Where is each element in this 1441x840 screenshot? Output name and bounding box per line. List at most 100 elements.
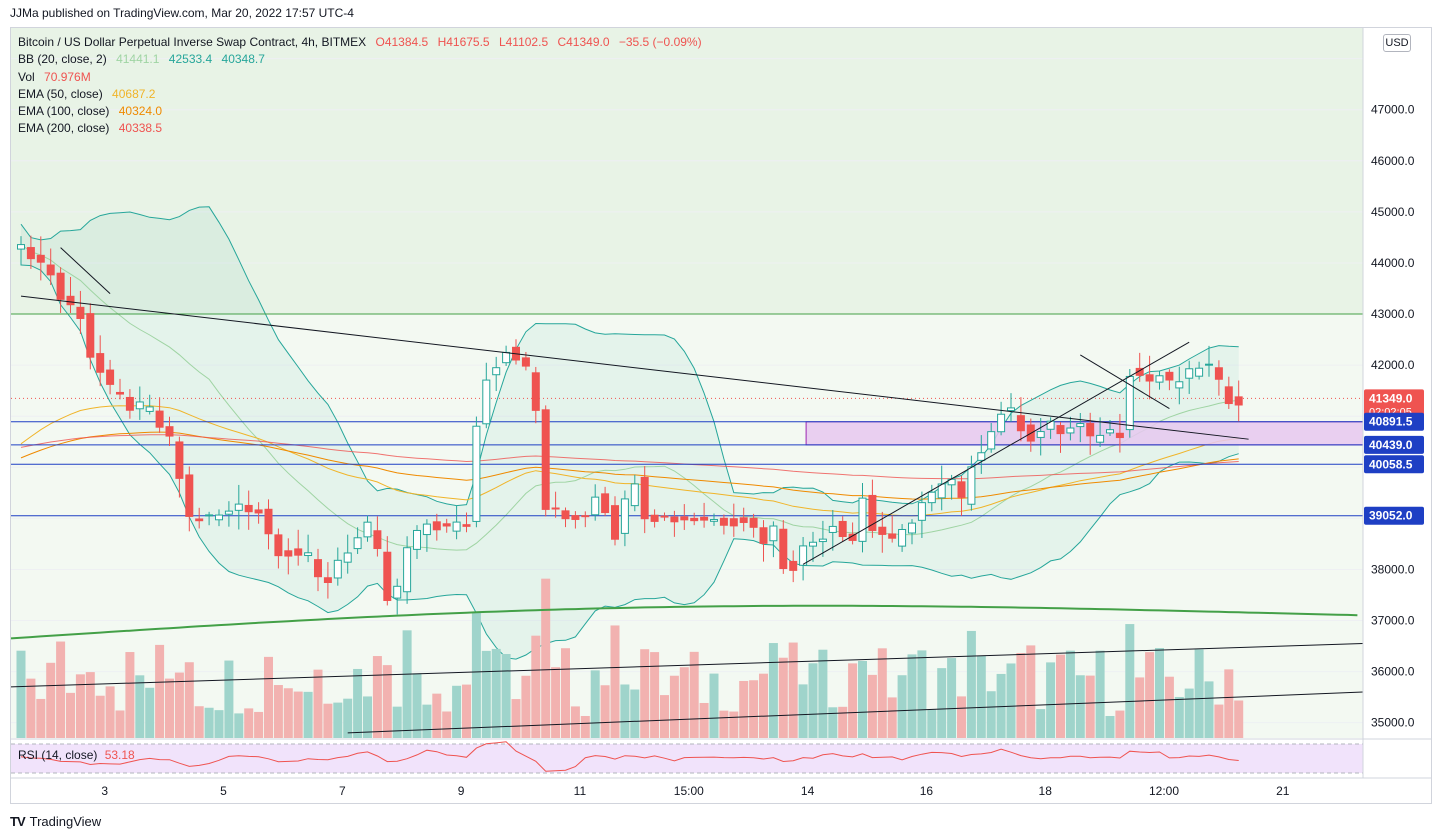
candle-body-83[interactable]	[838, 520, 847, 538]
candle-body-73[interactable]	[739, 517, 748, 523]
candle-body-109[interactable]	[1096, 434, 1105, 443]
candle-body-36[interactable]	[373, 530, 382, 550]
candle-body-121[interactable]	[1214, 367, 1223, 380]
candle-body-22[interactable]	[234, 503, 243, 511]
candle-body-117[interactable]	[1175, 381, 1184, 389]
candle-body-57[interactable]	[581, 515, 590, 518]
candle-body-90[interactable]	[908, 522, 916, 534]
candle-body-32[interactable]	[333, 559, 342, 579]
candle-body-61[interactable]	[620, 498, 629, 534]
candle-body-108[interactable]	[1086, 423, 1095, 437]
candle-body-1[interactable]	[26, 247, 35, 260]
trendline-2[interactable]	[1080, 354, 1170, 409]
bb-basis-line[interactable]	[20, 244, 1239, 551]
candle-body-80[interactable]	[809, 541, 817, 547]
candle-body-34[interactable]	[353, 537, 362, 550]
candle-body-4[interactable]	[56, 272, 65, 300]
candle-body-106[interactable]	[1066, 427, 1075, 434]
candle-body-19[interactable]	[205, 514, 214, 517]
candle-body-85[interactable]	[858, 497, 867, 542]
candle-body-31[interactable]	[323, 577, 332, 584]
candle-body-96[interactable]	[967, 466, 976, 505]
ema50-line[interactable]	[20, 405, 1239, 517]
candle-body-46[interactable]	[472, 425, 481, 522]
candle-body-53[interactable]	[541, 409, 550, 510]
candle-body-7[interactable]	[86, 313, 95, 358]
candle-body-13[interactable]	[145, 406, 154, 412]
vol-label[interactable]: Vol	[18, 69, 35, 84]
candle-body-92[interactable]	[927, 491, 936, 504]
candle-body-113[interactable]	[1135, 367, 1144, 376]
bb-label[interactable]: BB (20, close, 2)	[18, 52, 107, 67]
candle-body-62[interactable]	[630, 483, 639, 507]
candle-body-88[interactable]	[888, 533, 897, 539]
candle-body-6[interactable]	[76, 306, 85, 319]
candle-body-110[interactable]	[1106, 429, 1114, 434]
candle-body-39[interactable]	[403, 547, 412, 593]
candle-body-71[interactable]	[719, 517, 728, 526]
candle-body-79[interactable]	[799, 545, 808, 566]
candle-body-70[interactable]	[710, 519, 718, 522]
candle-body-75[interactable]	[759, 527, 768, 544]
candle-body-111[interactable]	[1115, 432, 1124, 439]
candle-body-74[interactable]	[749, 517, 758, 528]
candle-body-123[interactable]	[1234, 396, 1243, 406]
candle-body-118[interactable]	[1185, 368, 1194, 379]
candle-body-65[interactable]	[660, 515, 669, 518]
candle-body-5[interactable]	[66, 295, 75, 306]
candle-body-15[interactable]	[165, 426, 174, 437]
candle-body-21[interactable]	[224, 510, 233, 515]
candle-body-43[interactable]	[442, 523, 451, 527]
candle-body-44[interactable]	[452, 521, 461, 532]
volume-trendline-lower[interactable]	[347, 691, 1364, 734]
candle-body-87[interactable]	[878, 526, 887, 535]
candle-body-12[interactable]	[135, 401, 144, 410]
candle-body-103[interactable]	[1036, 431, 1045, 438]
candle-body-8[interactable]	[96, 353, 105, 373]
candle-body-27[interactable]	[284, 550, 293, 557]
candle-body-101[interactable]	[1016, 415, 1025, 432]
price-chart[interactable]: 35000.036000.037000.038000.039000.040000…	[11, 28, 1432, 804]
candle-body-37[interactable]	[383, 551, 392, 601]
candle-body-48[interactable]	[492, 367, 501, 376]
ema100-label[interactable]: EMA (100, close)	[18, 104, 110, 119]
candle-body-122[interactable]	[1224, 386, 1233, 405]
candle-body-69[interactable]	[700, 516, 709, 521]
footer-brand[interactable]: TradingView	[29, 814, 102, 829]
candle-body-114[interactable]	[1145, 374, 1154, 382]
candle-body-115[interactable]	[1155, 375, 1164, 383]
candle-body-76[interactable]	[769, 525, 778, 542]
candle-body-56[interactable]	[571, 515, 580, 520]
candle-body-18[interactable]	[195, 518, 204, 522]
candle-body-68[interactable]	[690, 517, 699, 522]
candle-body-77[interactable]	[779, 528, 788, 570]
candle-body-120[interactable]	[1205, 363, 1213, 366]
demand-zone[interactable]	[805, 421, 1364, 446]
candle-body-14[interactable]	[155, 410, 164, 428]
candle-body-116[interactable]	[1165, 371, 1174, 381]
candle-body-67[interactable]	[680, 516, 689, 521]
candle-body-72[interactable]	[729, 518, 738, 527]
candle-body-93[interactable]	[937, 483, 946, 499]
candle-body-105[interactable]	[1056, 425, 1065, 435]
candle-body-47[interactable]	[482, 379, 491, 425]
candle-body-40[interactable]	[413, 529, 421, 550]
candle-body-55[interactable]	[561, 510, 570, 520]
candle-body-10[interactable]	[116, 391, 124, 395]
candle-body-42[interactable]	[432, 521, 441, 531]
candle-body-20[interactable]	[215, 514, 223, 521]
candle-body-29[interactable]	[304, 552, 313, 557]
candle-body-86[interactable]	[868, 494, 877, 531]
candle-body-99[interactable]	[997, 413, 1006, 433]
candle-body-28[interactable]	[294, 548, 303, 556]
candle-body-11[interactable]	[125, 396, 134, 411]
candle-body-95[interactable]	[957, 481, 966, 498]
candle-body-30[interactable]	[314, 559, 322, 578]
candle-body-98[interactable]	[987, 431, 996, 450]
volume-trendline-upper[interactable]	[11, 643, 1364, 688]
ema100-line[interactable]	[20, 431, 1239, 500]
candle-body-16[interactable]	[175, 441, 184, 479]
candle-body-82[interactable]	[828, 525, 837, 533]
candle-body-49[interactable]	[502, 351, 511, 364]
candle-body-45[interactable]	[462, 524, 471, 527]
